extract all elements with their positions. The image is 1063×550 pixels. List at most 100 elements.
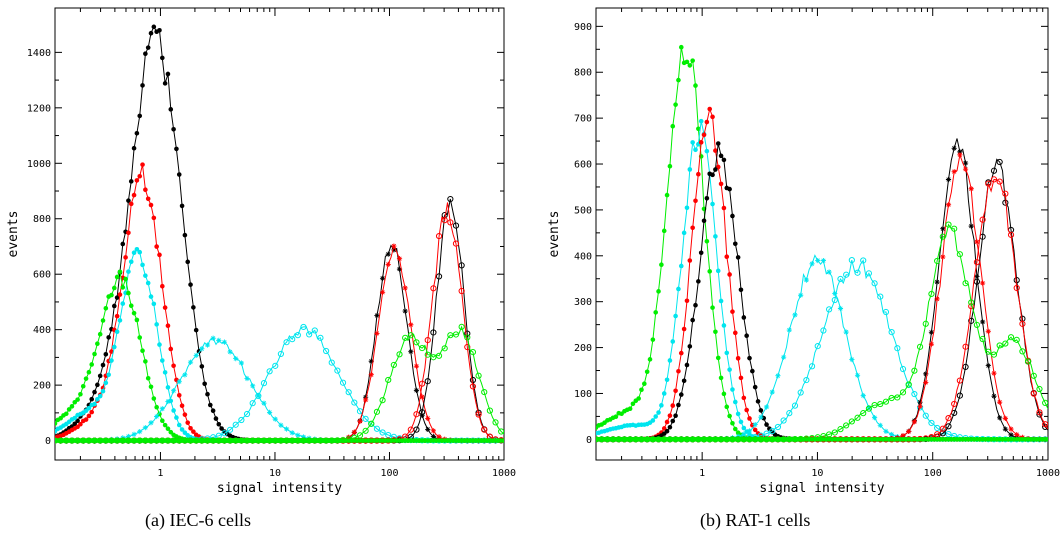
data-point: [191, 429, 196, 434]
data-point: [664, 419, 670, 425]
x-tick-label: 10: [269, 468, 281, 479]
data-point: [940, 254, 946, 260]
data-point: [210, 408, 216, 414]
data-point: [182, 412, 188, 417]
data-point: [162, 422, 168, 428]
data-point: [865, 270, 873, 277]
data-point: [368, 372, 374, 378]
data-point: [752, 384, 758, 390]
data-point: [690, 225, 695, 231]
x-tick-label: 1000: [492, 468, 516, 479]
data-point: [704, 238, 710, 244]
data-point: [704, 195, 710, 201]
panel-rat1: 0 100 200 300 400 500 600 700 800 900 1 10 100 1000 si…: [533, 0, 1063, 505]
data-point: [475, 372, 482, 379]
data-point: [160, 283, 165, 289]
data-point: [143, 359, 148, 364]
data-point: [162, 81, 168, 86]
data-point: [684, 205, 690, 211]
series-line: [55, 202, 504, 444]
data-point: [123, 276, 128, 282]
data-point: [661, 228, 667, 234]
caption-rat1: (b) RAT-1 cells: [700, 510, 811, 530]
data-point: [945, 202, 952, 208]
data-point: [791, 402, 799, 409]
data-point: [803, 376, 810, 384]
data-point: [407, 426, 414, 433]
data-point: [413, 339, 420, 346]
data-point: [803, 277, 809, 283]
data-point: [441, 217, 448, 224]
data-point: [951, 145, 957, 151]
data-point: [727, 413, 732, 419]
data-point: [165, 71, 171, 77]
data-point: [1002, 190, 1009, 197]
data-point: [693, 147, 698, 153]
data-point: [160, 358, 165, 363]
data-point: [294, 332, 301, 339]
data-point: [78, 391, 83, 397]
data-point: [991, 370, 997, 376]
data-point: [758, 414, 764, 420]
data-point: [419, 344, 426, 352]
data-point: [854, 269, 861, 276]
data-point: [95, 397, 100, 402]
data-point: [481, 426, 488, 433]
data-point: [985, 362, 991, 369]
data-point: [767, 426, 772, 432]
data-point: [174, 146, 179, 152]
series-path: [55, 202, 504, 442]
data-point: [957, 152, 963, 158]
data-point: [968, 186, 974, 192]
data-point: [128, 259, 134, 265]
data-point: [945, 423, 952, 430]
data-point: [396, 351, 403, 358]
data-point: [408, 322, 414, 328]
series-line: [55, 438, 504, 443]
data-point: [100, 318, 106, 323]
data-point: [362, 415, 369, 422]
data-point: [721, 157, 727, 163]
data-point: [934, 431, 941, 438]
data-point: [667, 358, 673, 363]
data-point: [928, 290, 935, 298]
data-point: [934, 424, 941, 432]
data-point: [193, 352, 199, 358]
data-point: [125, 433, 132, 440]
data-point: [696, 126, 701, 132]
data-point: [83, 417, 89, 422]
y-axis-title: events: [6, 211, 21, 258]
y-tick-label: 200: [574, 343, 592, 354]
data-point: [906, 428, 912, 435]
data-point: [92, 351, 97, 357]
x-tick-label: 10: [811, 468, 823, 479]
data-point: [86, 369, 92, 375]
data-point: [162, 370, 168, 375]
data-point: [430, 354, 437, 361]
data-point: [441, 345, 448, 352]
data-point: [741, 395, 747, 401]
data-point: [956, 377, 963, 384]
data-point: [843, 271, 850, 278]
x-tick-label: 100: [924, 468, 942, 479]
data-point: [154, 413, 160, 420]
series-line: [596, 254, 1048, 442]
data-point: [424, 351, 431, 358]
data-point: [267, 409, 273, 416]
data-point: [707, 106, 713, 112]
data-point: [715, 355, 721, 361]
data-point: [957, 149, 963, 155]
data-point: [143, 187, 148, 192]
x-tick-label: 1: [699, 468, 705, 479]
data-point: [877, 422, 883, 428]
y-tick-label: 800: [33, 214, 51, 225]
data-point: [962, 160, 969, 166]
series-line: [55, 323, 504, 444]
data-point: [647, 357, 653, 362]
data-point: [126, 290, 131, 296]
data-point: [123, 255, 128, 260]
data-point: [687, 63, 693, 68]
y-tick-label: 600: [33, 270, 51, 281]
data-point: [721, 323, 727, 328]
data-point: [89, 396, 95, 402]
